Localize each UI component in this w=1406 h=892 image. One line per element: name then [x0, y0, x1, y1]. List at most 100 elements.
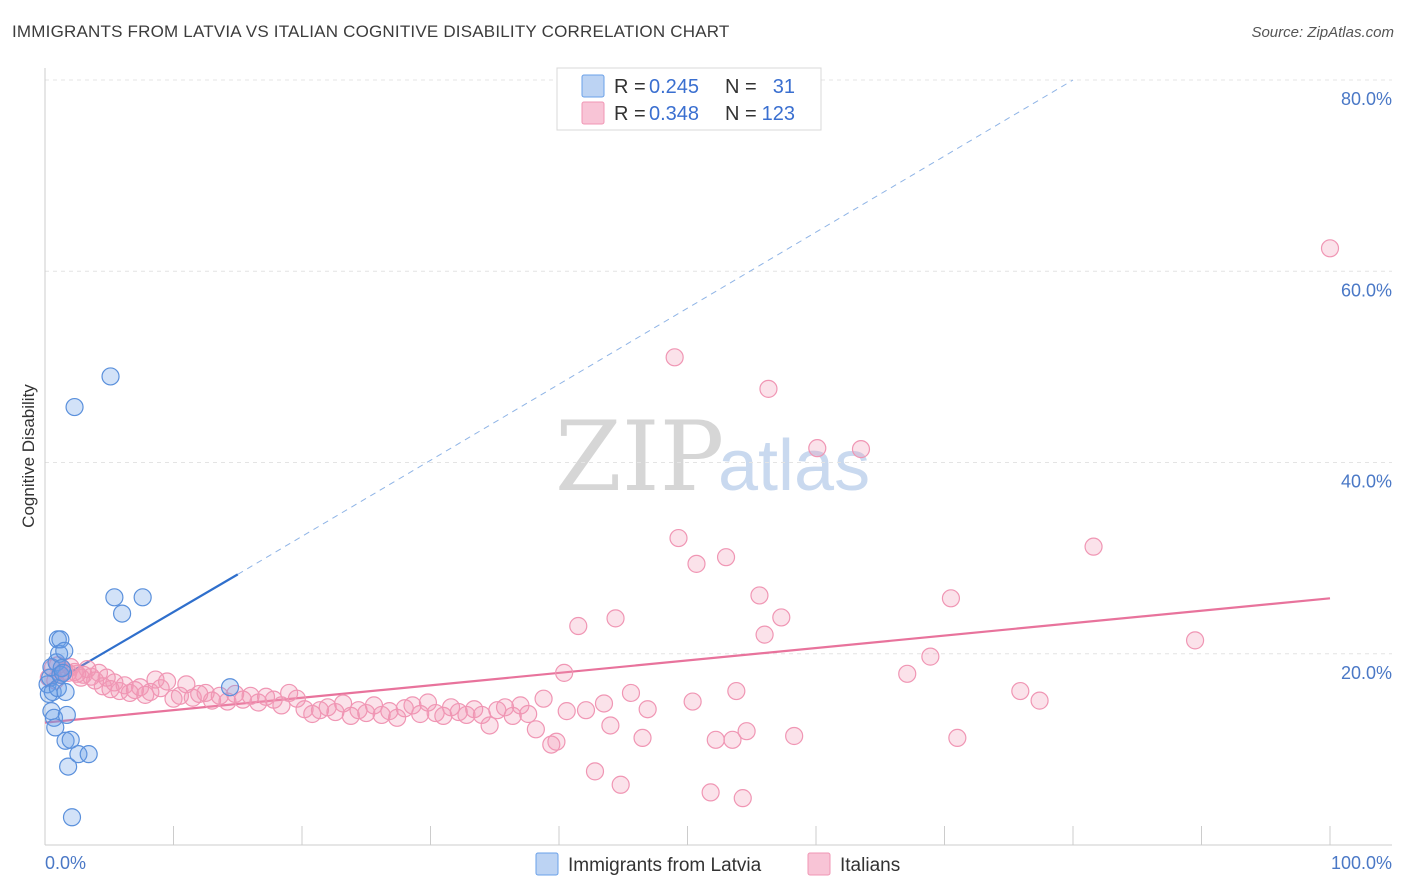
point-italians	[555, 663, 574, 682]
legend-r-value-2: 0.348	[649, 103, 699, 125]
axes: 0.0% 100.0%	[44, 68, 1392, 873]
point-italians	[750, 586, 769, 605]
point-latvia	[62, 808, 82, 827]
point-italians	[638, 700, 657, 719]
point-latvia	[65, 397, 84, 417]
point-italians	[633, 728, 652, 748]
point-italians	[125, 680, 145, 700]
point-latvia	[53, 663, 73, 682]
point-italians	[157, 672, 177, 691]
point-italians	[387, 708, 407, 727]
point-latvia	[112, 604, 132, 623]
point-italians	[723, 730, 742, 749]
data-points	[38, 239, 1340, 827]
point-italians	[218, 692, 237, 711]
point-latvia	[55, 641, 74, 660]
legend-n-label-1: N =	[725, 76, 757, 98]
point-italians	[948, 728, 967, 748]
point-italians	[547, 732, 566, 751]
point-italians	[611, 775, 630, 794]
legend-n-value-1: 31	[773, 76, 795, 98]
point-latvia	[51, 630, 70, 649]
point-italians	[357, 703, 376, 723]
point-italians	[1185, 631, 1205, 650]
point-italians	[519, 704, 538, 724]
series-legend-swatch-latvia	[535, 852, 559, 876]
legend-r-label-2: R =	[614, 103, 646, 125]
source-credit: Source: ZipAtlas.com	[1251, 24, 1394, 41]
x-tick-label: 0.0%	[45, 853, 86, 873]
point-italians	[146, 670, 165, 689]
point-italians	[606, 609, 625, 628]
point-latvia	[50, 644, 69, 663]
point-italians	[526, 720, 545, 739]
point-italians	[737, 722, 756, 741]
point-italians	[542, 735, 561, 754]
point-italians	[941, 589, 961, 608]
point-italians	[480, 716, 499, 735]
zipatlas-watermark: ZIP atlas	[555, 401, 870, 513]
point-italians	[1084, 537, 1103, 556]
point-italians	[921, 647, 940, 666]
gridlines: 20.0% 40.0% 60.0% 80.0%	[45, 79, 1392, 683]
point-italians	[772, 608, 791, 627]
point-italians	[585, 762, 605, 781]
point-latvia	[69, 745, 88, 764]
point-latvia	[56, 682, 75, 702]
y-tick-label: 20.0%	[1341, 663, 1392, 683]
series-legend-swatch-italians	[807, 852, 831, 876]
x-tick-label: 100.0%	[1331, 853, 1392, 873]
point-italians	[621, 683, 641, 703]
point-italians	[716, 548, 736, 567]
point-italians	[755, 625, 774, 644]
point-italians	[851, 440, 871, 459]
legend-swatch-italians	[581, 101, 605, 125]
point-italians	[151, 679, 170, 698]
point-latvia	[57, 705, 76, 725]
series-legend-label-italians: Italians	[840, 855, 900, 876]
point-italians	[576, 701, 596, 720]
point-italians	[120, 683, 139, 703]
point-latvia	[59, 757, 78, 776]
point-italians	[759, 379, 778, 398]
point-italians	[669, 528, 688, 548]
point-latvia	[56, 731, 75, 750]
point-latvia	[46, 718, 65, 737]
series-legend-label-latvia: Immigrants from Latvia	[568, 855, 762, 876]
point-latvia	[105, 588, 124, 607]
point-latvia	[61, 730, 80, 749]
legend-r-label-1: R =	[614, 76, 646, 98]
legend-n-value-2: 123	[762, 103, 795, 125]
point-latvia	[51, 665, 70, 684]
point-italians	[898, 664, 917, 683]
y-axis-label: Cognitive Disability	[19, 384, 38, 528]
point-italians	[594, 694, 614, 713]
point-latvia	[220, 678, 240, 697]
y-tick-label: 60.0%	[1341, 280, 1392, 300]
point-italians	[665, 348, 684, 367]
point-italians	[706, 730, 725, 749]
point-italians	[534, 689, 553, 708]
point-italians	[569, 616, 588, 636]
point-italians	[136, 685, 155, 704]
point-latvia	[101, 367, 120, 386]
point-italians	[1011, 681, 1030, 701]
point-italians	[683, 692, 702, 711]
point-latvia	[133, 588, 152, 607]
point-italians	[1030, 691, 1049, 710]
y-tick-label: 80.0%	[1341, 89, 1392, 109]
watermark-atlas: atlas	[718, 426, 870, 506]
point-italians	[727, 681, 746, 701]
legend-n-label-2: N =	[725, 103, 757, 125]
series-legend: Immigrants from Latvia Italians	[535, 852, 900, 876]
chart-title: IMMIGRANTS FROM LATVIA VS ITALIAN COGNIT…	[12, 22, 730, 41]
point-italians	[687, 554, 706, 573]
stats-legend: R = 0.245 N = 31 R = 0.348 N = 123	[556, 67, 822, 131]
point-italians	[808, 439, 827, 458]
point-latvia	[79, 745, 98, 764]
legend-r-value-1: 0.245	[649, 76, 699, 98]
point-italians	[785, 726, 804, 746]
point-italians	[733, 789, 752, 808]
point-italians	[701, 783, 720, 802]
